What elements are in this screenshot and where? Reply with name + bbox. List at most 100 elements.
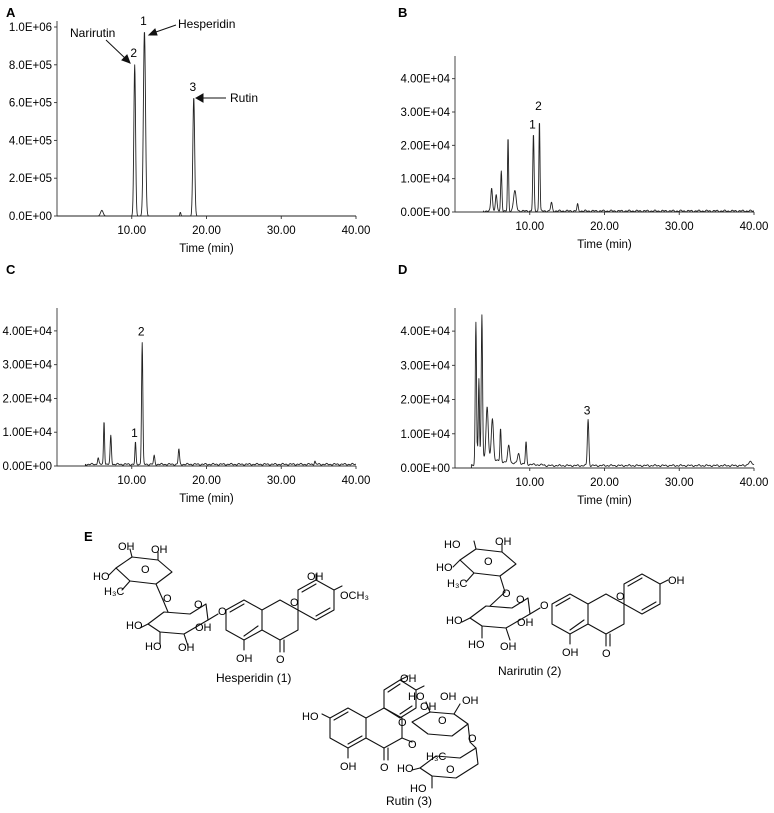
caption-rutin: Rutin (3) [386, 794, 432, 808]
panel-d-x-tick-label: 40.00 [740, 477, 769, 489]
annotation-rutin: Rutin [230, 91, 258, 105]
atom-oh: OH [462, 695, 479, 707]
atom-oh: OH [400, 673, 417, 685]
panel-label-b: B [398, 5, 407, 20]
panel-d-y-tick-label: 2.00E+04 [400, 395, 450, 407]
atom-ho: HO [126, 620, 143, 632]
atom-ho: HO [145, 641, 162, 653]
atom-o: O [446, 764, 455, 776]
panel-label-d: D [398, 262, 407, 277]
atom-aryl-oh: OH [307, 571, 324, 583]
atom-o: O [502, 588, 511, 600]
atom-ho: HO [446, 615, 463, 627]
atom-o: O [540, 600, 549, 612]
atom-o: O [163, 593, 172, 605]
panel-a-x-axis-label: Time (min) [179, 243, 234, 255]
panel-b-x-tick-label: 40.00 [740, 221, 769, 233]
atom-oh: OH [562, 647, 579, 659]
panel-a-axes: 0.0E+00 2.0E+05 4.0E+05 6.0E+05 8.0E+05 1.0E+… [9, 21, 371, 255]
panel-b-peak-label: 2 [535, 99, 542, 113]
panel-d-axes: 0.00E+00 1.00E+04 2.00E+04 3.00E+04 4.00E+04… [400, 308, 768, 507]
panel-d-x-tick-label: 20.00 [590, 477, 619, 489]
atom-oh: OH [517, 617, 534, 629]
panel-c-chromatogram-trace [84, 342, 357, 466]
atom-ho: HO [410, 783, 427, 795]
panel-b-y-tick-label: 1.00E+04 [400, 174, 450, 186]
panel-a-chromatogram-trace [56, 32, 357, 217]
panel-c-x-tick-label: 30.00 [267, 475, 296, 487]
atom-oh: OH [151, 544, 168, 556]
atom-oh: OH [340, 761, 357, 773]
panel-c-x-tick-label: 20.00 [192, 475, 221, 487]
panel-a-x-tick-label: 20.00 [192, 225, 221, 237]
panel-c-axes: 0.00E+00 1.00E+04 2.00E+04 3.00E+04 4.00E+04… [2, 308, 370, 505]
panel-a-x-tick-label: 40.00 [342, 225, 371, 237]
panel-d-x-tick-label: 30.00 [665, 477, 694, 489]
atom-keto-o: O [276, 654, 285, 666]
atom-keto-o: O [380, 762, 389, 774]
atom-ho: HO [468, 639, 485, 651]
panel-b-y-tick-label: 3.00E+04 [400, 107, 450, 119]
atom-ring-o: O [290, 597, 299, 609]
panel-b-axes: 0.00E+00 1.00E+04 2.00E+04 3.00E+04 4.00E+04… [400, 56, 768, 251]
panel-d-x-axis-label: Time (min) [577, 495, 632, 507]
atom-och3: OCH₃ [340, 590, 369, 602]
panel-a-y-tick-label: 1.0E+06 [9, 22, 52, 34]
atom-oh: OH [500, 641, 517, 653]
panel-d-y-tick-label: 3.00E+04 [400, 360, 450, 372]
panel-c-y-tick-label: 2.00E+04 [2, 393, 52, 405]
panel-b-y-tick-label: 4.00E+04 [400, 74, 450, 86]
panel-a-y-tick-label: 2.0E+05 [9, 173, 52, 185]
panel-b: B 0.00E+00 1.00E+04 2.00E+04 3.00E+04 4.00E+… [398, 5, 768, 251]
panel-label-e: E [84, 529, 93, 544]
atom-o: O [141, 564, 150, 576]
panel-e: E [84, 529, 685, 808]
panel-c-y-tick-label: 0.00E+00 [2, 461, 52, 473]
panel-b-x-tick-label: 30.00 [665, 221, 694, 233]
panel-c: C 0.00E+00 1.00E+04 2.00E+04 3.00E+04 4.00E+… [2, 262, 370, 505]
panel-d-x-tick-label: 10.00 [515, 477, 544, 489]
narirutin-structure: OH HO HO H₃C O O O O HO HO OH OH OH O O … [436, 536, 685, 678]
atom-oh: OH [118, 541, 135, 553]
atom-ho: HO [93, 571, 110, 583]
panel-b-chromatogram-trace [482, 123, 755, 213]
atom-ring-o: O [616, 591, 625, 603]
atom-ho: HO [408, 691, 425, 703]
panel-b-y-tick-label: 0.00E+00 [400, 207, 450, 219]
panel-b-y-tick-label: 2.00E+04 [400, 140, 450, 152]
atom-aryl-oh: OH [668, 575, 685, 587]
atom-oh: OH [236, 653, 253, 665]
panel-a-x-tick-label: 30.00 [267, 225, 296, 237]
atom-keto-o: O [602, 648, 611, 660]
atom-ho: HO [444, 539, 461, 551]
atom-o: O [438, 715, 447, 727]
panel-c-x-tick-label: 40.00 [342, 475, 371, 487]
panel-a-x-tick-label: 10.00 [117, 225, 146, 237]
narirutin-arrow-head [121, 54, 131, 64]
panel-label-c: C [6, 262, 16, 277]
rutin-arrow-head [194, 93, 204, 103]
atom-oh: OH [420, 701, 437, 713]
panel-c-peak-labels: 12 [131, 325, 145, 440]
hesperidin-arrow [152, 24, 177, 34]
caption-narirutin: Narirutin (2) [498, 664, 561, 678]
atom-o: O [516, 594, 525, 606]
atom-o: O [218, 606, 227, 618]
panel-a-peak-label: 1 [140, 14, 147, 28]
panel-c-x-axis-label: Time (min) [179, 493, 234, 505]
atom-ho: HO [397, 763, 414, 775]
atom-link-o: O [408, 739, 417, 751]
panel-c-y-tick-label: 1.00E+04 [2, 427, 52, 439]
atom-oh: OH [495, 536, 512, 548]
panel-d: D 0.00E+00 1.00E+04 2.00E+04 3.00E+04 4.00E+… [398, 262, 768, 507]
caption-hesperidin: Hesperidin (1) [216, 671, 291, 685]
panel-b-peak-labels: 12 [529, 99, 542, 131]
atom-oh: OH [440, 691, 457, 703]
panel-c-y-tick-label: 4.00E+04 [2, 326, 52, 338]
panel-d-y-tick-label: 0.00E+00 [400, 463, 450, 475]
panel-a: A 0.0E+00 2.0E+05 4.0E+05 6.0E+05 8.0E+05 1.0… [6, 5, 370, 255]
panel-c-peak-label: 2 [138, 325, 145, 339]
atom-h3c: H₃C [104, 586, 124, 598]
atom-h3c: H₃C [426, 751, 446, 763]
